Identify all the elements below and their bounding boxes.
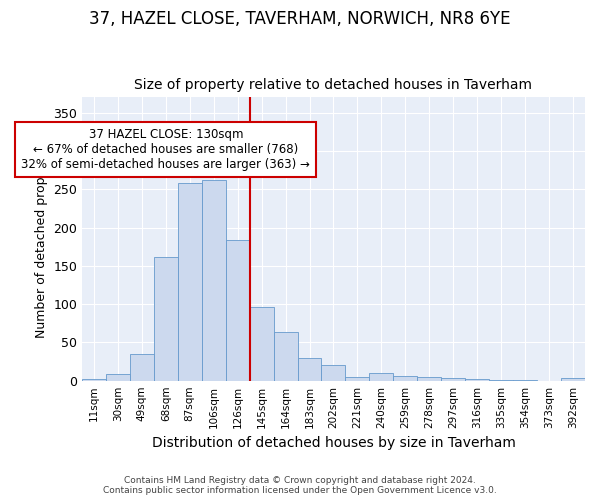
- Bar: [226, 240, 250, 380]
- Bar: [82, 379, 106, 380]
- Bar: [106, 374, 130, 380]
- Bar: [561, 378, 585, 380]
- Bar: [298, 358, 322, 380]
- Bar: [178, 183, 202, 380]
- Title: Size of property relative to detached houses in Taverham: Size of property relative to detached ho…: [134, 78, 532, 92]
- X-axis label: Distribution of detached houses by size in Taverham: Distribution of detached houses by size …: [152, 436, 515, 450]
- Bar: [346, 377, 370, 380]
- Bar: [130, 354, 154, 380]
- Text: 37, HAZEL CLOSE, TAVERHAM, NORWICH, NR8 6YE: 37, HAZEL CLOSE, TAVERHAM, NORWICH, NR8 …: [89, 10, 511, 28]
- Bar: [154, 256, 178, 380]
- Text: Contains HM Land Registry data © Crown copyright and database right 2024.
Contai: Contains HM Land Registry data © Crown c…: [103, 476, 497, 495]
- Bar: [418, 377, 441, 380]
- Bar: [250, 307, 274, 380]
- Bar: [322, 366, 346, 380]
- Bar: [202, 180, 226, 380]
- Y-axis label: Number of detached properties: Number of detached properties: [35, 140, 47, 338]
- Bar: [274, 332, 298, 380]
- Bar: [394, 376, 418, 380]
- Bar: [465, 379, 489, 380]
- Bar: [441, 378, 465, 380]
- Bar: [370, 373, 394, 380]
- Text: 37 HAZEL CLOSE: 130sqm
← 67% of detached houses are smaller (768)
32% of semi-de: 37 HAZEL CLOSE: 130sqm ← 67% of detached…: [22, 128, 310, 171]
